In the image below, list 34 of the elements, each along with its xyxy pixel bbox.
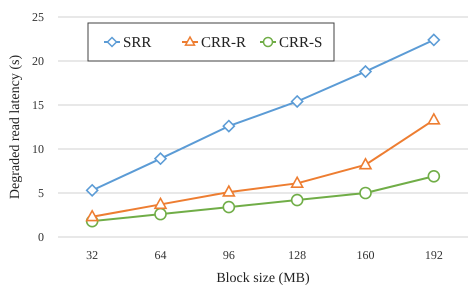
legend-label: CRR-R xyxy=(201,35,246,51)
point xyxy=(359,158,372,170)
y-tick-label: 20 xyxy=(32,54,44,68)
y-axis-title: Degraded read latency (s) xyxy=(8,54,23,200)
point xyxy=(290,95,304,108)
y-tick-label: 25 xyxy=(32,10,44,24)
legend-label: SRR xyxy=(123,35,152,51)
x-tick-label: 64 xyxy=(154,248,166,262)
point xyxy=(222,120,236,132)
point xyxy=(154,198,167,210)
x-tick-label: 32 xyxy=(86,248,98,262)
y-tick-label: 0 xyxy=(38,230,44,244)
x-axis-title: Block size (MB) xyxy=(216,271,310,286)
x-tick-label: 160 xyxy=(356,248,374,262)
point xyxy=(428,113,440,125)
legend-label: CRR-S xyxy=(279,35,322,51)
point xyxy=(290,176,304,188)
point xyxy=(222,185,236,197)
x-tick-label: 192 xyxy=(424,248,443,262)
point xyxy=(290,194,304,206)
point xyxy=(428,170,440,183)
point xyxy=(154,152,167,165)
point xyxy=(154,208,167,220)
point xyxy=(86,184,98,197)
y-tick-label: 15 xyxy=(32,98,44,112)
point xyxy=(359,186,372,200)
x-tick-label: 96 xyxy=(222,248,235,262)
point xyxy=(86,210,98,222)
y-tick-label: 10 xyxy=(32,142,44,156)
point xyxy=(428,34,440,46)
y-tick-label: 5 xyxy=(38,186,44,200)
point xyxy=(222,200,236,214)
x-tick-label: 128 xyxy=(288,248,306,262)
point xyxy=(359,65,372,78)
